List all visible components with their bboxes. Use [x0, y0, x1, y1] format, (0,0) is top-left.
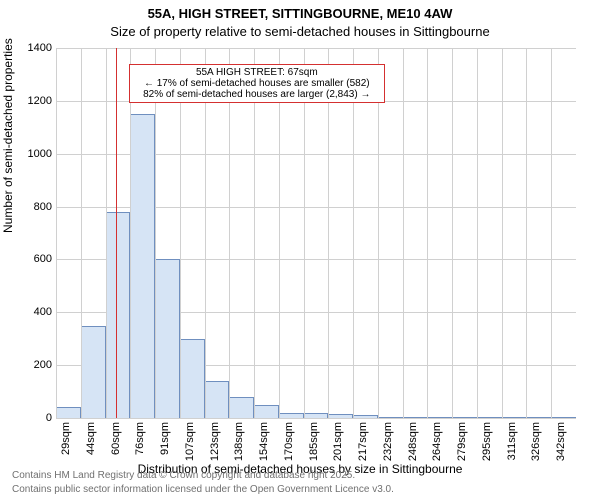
annotation-line: 55A HIGH STREET: 67sqm [136, 67, 378, 78]
x-tick-label: 342sqm [555, 422, 567, 461]
histogram-bar [279, 413, 304, 418]
gridline-v [328, 48, 329, 418]
gridline-v [304, 48, 305, 418]
gridline-v [378, 48, 379, 418]
y-tick-label: 0 [16, 412, 52, 424]
histogram-bar [130, 114, 155, 418]
gridline-v [254, 48, 255, 418]
histogram-bar [378, 417, 403, 418]
y-tick-label: 1200 [16, 95, 52, 107]
x-tick-label: 232sqm [382, 422, 394, 461]
x-tick-label: 326sqm [530, 422, 542, 461]
annotation-line: 82% of semi-detached houses are larger (… [136, 89, 378, 100]
histogram-bar [254, 405, 279, 418]
gridline-h [56, 418, 576, 419]
annotation-line: ← 17% of semi-detached houses are smalle… [136, 78, 378, 89]
histogram-bar [328, 414, 353, 418]
x-tick-label: 295sqm [481, 422, 493, 461]
y-tick-label: 1400 [16, 42, 52, 54]
footer-line-1: Contains HM Land Registry data © Crown c… [12, 470, 355, 482]
chart-title: 55A, HIGH STREET, SITTINGBOURNE, ME10 4A… [0, 6, 600, 21]
x-tick-label: 185sqm [308, 422, 320, 461]
x-tick-label: 264sqm [431, 422, 443, 461]
chart-subtitle: Size of property relative to semi-detach… [0, 24, 600, 39]
annotation-box: 55A HIGH STREET: 67sqm← 17% of semi-deta… [129, 64, 385, 103]
y-tick-label: 600 [16, 253, 52, 265]
gridline-v [427, 48, 428, 418]
gridline-h [56, 48, 576, 49]
histogram-bar [56, 407, 81, 418]
histogram-bar [106, 212, 131, 418]
x-tick-label: 279sqm [456, 422, 468, 461]
property-marker-line [116, 48, 117, 418]
x-tick-label: 123sqm [209, 422, 221, 461]
y-tick-label: 1000 [16, 148, 52, 160]
x-tick-label: 91sqm [159, 422, 171, 455]
histogram-bar [403, 417, 428, 418]
y-tick-label: 800 [16, 201, 52, 213]
x-tick-label: 201sqm [332, 422, 344, 461]
y-tick-label: 400 [16, 306, 52, 318]
gridline-v [353, 48, 354, 418]
x-tick-label: 60sqm [110, 422, 122, 455]
gridline-v [526, 48, 527, 418]
histogram-bar [180, 339, 205, 418]
histogram-bar [229, 397, 254, 418]
x-tick-label: 217sqm [357, 422, 369, 461]
x-tick-label: 154sqm [258, 422, 270, 461]
gridline-v [502, 48, 503, 418]
histogram-bar [81, 326, 106, 419]
gridline-v [403, 48, 404, 418]
histogram-bar [502, 417, 527, 418]
gridline-v [56, 48, 57, 418]
histogram-bar [205, 381, 230, 418]
x-tick-label: 44sqm [85, 422, 97, 455]
x-tick-label: 170sqm [283, 422, 295, 461]
gridline-v [130, 48, 131, 418]
x-tick-label: 138sqm [233, 422, 245, 461]
plot-area: 020040060080010001200140029sqm44sqm60sqm… [56, 48, 576, 418]
gridline-v [155, 48, 156, 418]
gridline-v [81, 48, 82, 418]
y-tick-label: 200 [16, 359, 52, 371]
histogram-bar [452, 417, 477, 418]
histogram-bar [304, 413, 329, 418]
x-tick-label: 248sqm [407, 422, 419, 461]
histogram-bar [477, 417, 502, 418]
gridline-v [205, 48, 206, 418]
x-tick-label: 311sqm [506, 422, 518, 460]
y-axis-label: Number of semi-detached properties [1, 38, 15, 233]
gridline-v [180, 48, 181, 418]
gridline-v [551, 48, 552, 418]
histogram-bar [551, 417, 576, 418]
histogram-bar [353, 415, 378, 418]
histogram-bar [526, 417, 551, 418]
x-tick-label: 76sqm [134, 422, 146, 455]
x-tick-label: 107sqm [184, 422, 196, 461]
histogram-bar [155, 259, 180, 418]
gridline-v [452, 48, 453, 418]
gridline-v [106, 48, 107, 418]
histogram-bar [427, 417, 452, 418]
gridline-v [477, 48, 478, 418]
footer-line-2: Contains public sector information licen… [12, 484, 394, 496]
chart-container: 020040060080010001200140029sqm44sqm60sqm… [56, 48, 576, 418]
x-tick-label: 29sqm [60, 422, 72, 455]
gridline-v [229, 48, 230, 418]
gridline-v [279, 48, 280, 418]
